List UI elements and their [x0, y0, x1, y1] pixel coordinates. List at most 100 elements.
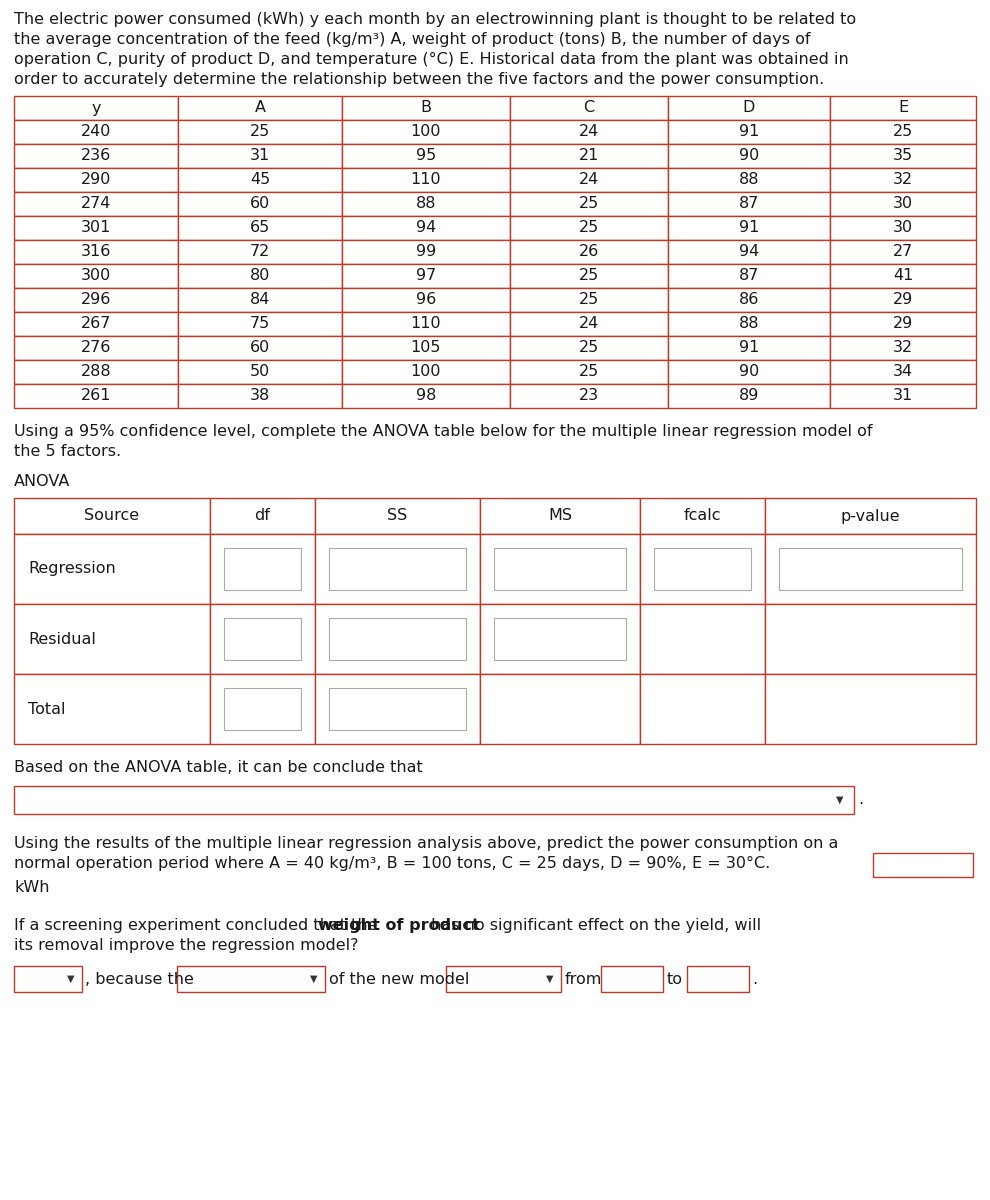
Text: 31: 31 [249, 149, 270, 163]
Text: 96: 96 [416, 293, 437, 307]
Text: .: . [858, 792, 863, 808]
Bar [830, 336, 976, 360]
Bar [329, 548, 466, 590]
Bar [178, 312, 342, 336]
Bar [765, 674, 976, 744]
Bar [178, 216, 342, 240]
Text: Source: Source [84, 509, 140, 523]
Text: , because the: , because the [85, 972, 194, 986]
Bar [342, 264, 510, 288]
Bar [480, 674, 640, 744]
Bar [779, 548, 962, 590]
Text: 99: 99 [416, 245, 437, 259]
Text: normal operation period where A = 40 kg/m³, B = 100 tons, C = 25 days, D = 90%, : normal operation period where A = 40 kg/… [14, 856, 770, 871]
Bar [494, 548, 626, 590]
Bar [14, 966, 82, 992]
Text: 25: 25 [579, 341, 599, 355]
Bar [329, 688, 466, 730]
Bar [14, 144, 178, 168]
Text: 88: 88 [739, 173, 759, 187]
Bar [342, 240, 510, 264]
Bar [830, 144, 976, 168]
Bar [342, 120, 510, 144]
Text: 95: 95 [416, 149, 437, 163]
Bar [830, 168, 976, 192]
Text: 30: 30 [893, 197, 913, 211]
Bar [446, 966, 561, 992]
Bar [510, 192, 668, 216]
Text: 86: 86 [739, 293, 759, 307]
Bar [224, 548, 301, 590]
Text: the average concentration of the feed (kg/m³) A, weight of product (tons) B, the: the average concentration of the feed (k… [14, 32, 811, 47]
Text: 240: 240 [81, 125, 111, 139]
Text: ▼: ▼ [837, 794, 843, 805]
Text: 25: 25 [579, 197, 599, 211]
Text: 25: 25 [579, 365, 599, 379]
Bar [640, 604, 765, 674]
Bar [14, 498, 210, 534]
Text: 60: 60 [249, 197, 270, 211]
Text: has no significant effect on the yield, will: has no significant effect on the yield, … [426, 918, 761, 934]
Bar [668, 144, 830, 168]
Bar [14, 674, 210, 744]
Bar [14, 360, 178, 384]
Bar [342, 216, 510, 240]
Text: Total: Total [28, 702, 65, 716]
Bar [830, 264, 976, 288]
Bar [14, 786, 854, 814]
Bar [178, 384, 342, 408]
Text: 288: 288 [81, 365, 111, 379]
Bar [178, 240, 342, 264]
Text: 23: 23 [579, 389, 599, 403]
Bar [210, 674, 315, 744]
Text: SS: SS [387, 509, 408, 523]
Bar [668, 216, 830, 240]
Bar [830, 120, 976, 144]
Bar [14, 384, 178, 408]
Bar [765, 534, 976, 604]
Text: 25: 25 [579, 269, 599, 283]
Bar [14, 312, 178, 336]
Text: C: C [583, 101, 595, 115]
Bar [342, 96, 510, 120]
Bar [510, 360, 668, 384]
Bar [210, 498, 315, 534]
Bar [342, 168, 510, 192]
Bar [342, 312, 510, 336]
Bar [14, 192, 178, 216]
Bar [830, 216, 976, 240]
Text: E: E [898, 101, 908, 115]
Text: 316: 316 [81, 245, 111, 259]
Text: 38: 38 [249, 389, 270, 403]
Text: 26: 26 [579, 245, 599, 259]
Bar [668, 264, 830, 288]
Bar [224, 688, 301, 730]
Bar [494, 618, 626, 660]
Text: D: D [742, 101, 755, 115]
Bar [14, 168, 178, 192]
Text: 65: 65 [249, 221, 270, 235]
Text: 261: 261 [81, 389, 111, 403]
Text: kWh: kWh [14, 880, 50, 895]
Text: If a screening experiment concluded that the: If a screening experiment concluded that… [14, 918, 382, 934]
Bar [178, 288, 342, 312]
Text: 98: 98 [416, 389, 437, 403]
Text: 24: 24 [579, 317, 599, 331]
Bar [765, 604, 976, 674]
Text: 91: 91 [739, 221, 759, 235]
Bar [14, 96, 178, 120]
Bar [510, 336, 668, 360]
Text: 80: 80 [249, 269, 270, 283]
Text: A: A [254, 101, 265, 115]
Text: 236: 236 [81, 149, 111, 163]
Bar [210, 604, 315, 674]
Text: Based on the ANOVA table, it can be conclude that: Based on the ANOVA table, it can be conc… [14, 760, 423, 775]
Text: ▼: ▼ [310, 974, 318, 984]
Bar [830, 288, 976, 312]
Text: 90: 90 [739, 149, 759, 163]
Text: 35: 35 [893, 149, 913, 163]
Text: fcalc: fcalc [684, 509, 722, 523]
Bar [14, 604, 210, 674]
Text: 24: 24 [579, 173, 599, 187]
Bar [510, 264, 668, 288]
